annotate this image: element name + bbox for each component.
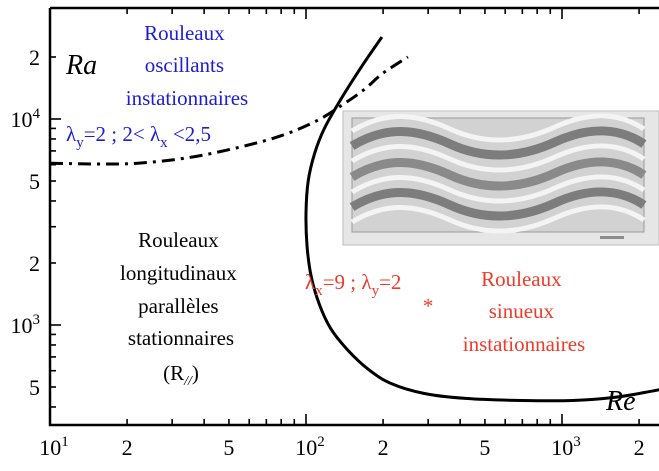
label-black-region: Rouleaux longitudinaux parallèles statio…: [120, 228, 242, 350]
y-tick-label: 5: [29, 169, 40, 194]
label-red-lambda: λx=9 ; λy=2: [305, 270, 401, 299]
x-tick-label: 2: [634, 435, 645, 460]
x-tick-label: 101: [39, 434, 69, 460]
y-tick-label: 104: [11, 106, 41, 132]
label-red-star: *: [423, 294, 434, 318]
y-axis-label: Ra: [65, 50, 97, 81]
x-tick-label: 102: [295, 434, 325, 460]
label-blue-region: Rouleaux oscillants instationnaires: [126, 21, 248, 110]
y-tick-label: 103: [11, 312, 41, 338]
y-tick-label: 5: [29, 375, 40, 400]
stability-boundary-solid-curve: [304, 36, 659, 403]
x-tick-label: 5: [479, 435, 490, 460]
inset-flow-image: [342, 110, 659, 246]
x-axis-label: Re: [605, 386, 636, 417]
x-tick-label: 103: [551, 434, 581, 460]
label-red-region: Rouleaux sinueux instationnaires: [463, 267, 585, 356]
stability-boundary-dashdot-curve: [49, 55, 409, 166]
y-tick-label: 2: [29, 251, 40, 276]
label-black-region-symbol: (R//): [163, 361, 199, 389]
label-blue-lambda: λy=2 ; 2< λx <2,5: [66, 122, 211, 151]
x-tick-label: 2: [122, 435, 133, 460]
x-tick-label: 5: [223, 435, 234, 460]
x-tick-label: 2: [378, 435, 389, 460]
y-tick-label: 2: [29, 45, 40, 70]
axis-tick-labels: 101 2 5 102 2 5 103 2 5 103 2 5 104 2: [11, 45, 645, 460]
axis-ticks: [49, 8, 640, 425]
